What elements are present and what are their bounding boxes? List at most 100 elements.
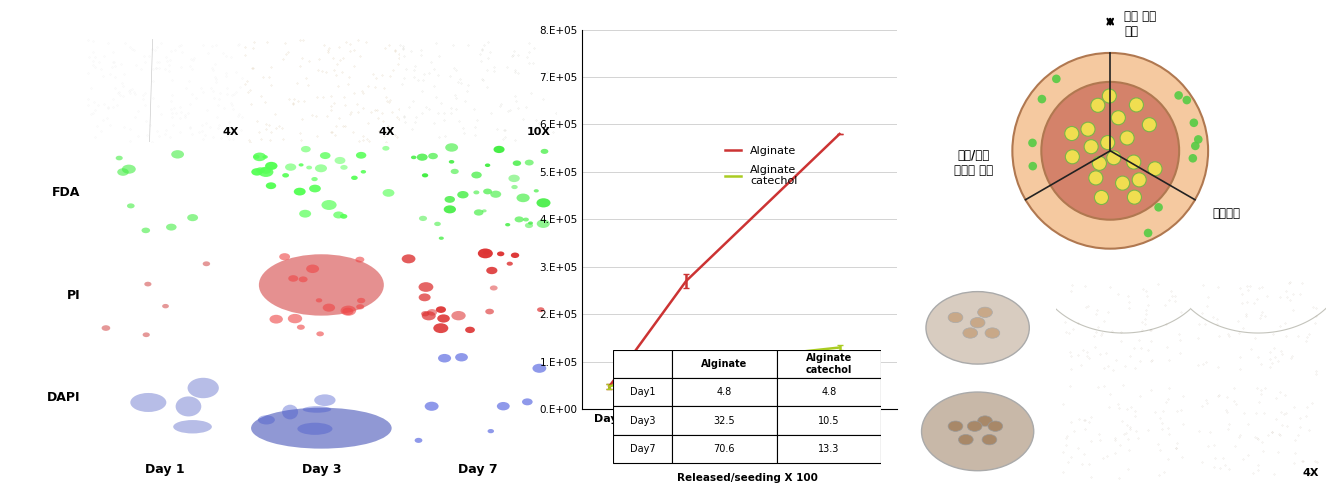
Circle shape — [340, 306, 356, 316]
Circle shape — [959, 434, 973, 445]
Circle shape — [301, 146, 311, 152]
Text: 4X: 4X — [1303, 468, 1319, 478]
Circle shape — [127, 204, 135, 209]
Circle shape — [988, 421, 1003, 431]
Circle shape — [1066, 150, 1079, 164]
Text: 4X: 4X — [222, 127, 238, 137]
Text: 10.5: 10.5 — [818, 416, 840, 425]
Circle shape — [1189, 118, 1198, 127]
Circle shape — [1012, 53, 1208, 248]
Circle shape — [490, 191, 501, 198]
Circle shape — [435, 306, 446, 313]
Circle shape — [487, 429, 494, 433]
Circle shape — [517, 194, 530, 202]
Circle shape — [311, 177, 317, 181]
Circle shape — [422, 311, 435, 320]
Text: 70.6: 70.6 — [714, 444, 735, 454]
Circle shape — [1101, 136, 1115, 149]
Circle shape — [1190, 141, 1200, 150]
Circle shape — [490, 285, 498, 290]
Circle shape — [449, 160, 454, 164]
Circle shape — [323, 304, 335, 312]
Circle shape — [288, 314, 303, 323]
Ellipse shape — [258, 254, 384, 316]
Circle shape — [511, 252, 520, 258]
Circle shape — [422, 173, 428, 177]
Circle shape — [1194, 135, 1202, 144]
Circle shape — [422, 311, 430, 317]
Circle shape — [358, 298, 366, 303]
Circle shape — [307, 166, 312, 170]
FancyBboxPatch shape — [613, 378, 672, 406]
Circle shape — [525, 160, 534, 166]
Circle shape — [299, 277, 308, 282]
Circle shape — [356, 152, 367, 159]
FancyBboxPatch shape — [613, 350, 672, 378]
Circle shape — [927, 291, 1030, 364]
Text: FDA: FDA — [52, 186, 80, 199]
Text: Day3: Day3 — [629, 416, 656, 425]
Circle shape — [505, 223, 510, 226]
Circle shape — [309, 185, 321, 192]
Circle shape — [541, 149, 549, 154]
Circle shape — [1174, 91, 1182, 100]
Circle shape — [478, 248, 493, 258]
Circle shape — [258, 167, 273, 177]
Circle shape — [451, 311, 466, 320]
Circle shape — [971, 317, 986, 328]
Circle shape — [494, 146, 505, 153]
FancyBboxPatch shape — [777, 435, 881, 463]
Circle shape — [419, 216, 427, 221]
Circle shape — [534, 189, 538, 192]
Circle shape — [455, 353, 467, 361]
Circle shape — [981, 434, 996, 445]
Text: 4.8: 4.8 — [821, 387, 837, 397]
Circle shape — [340, 165, 348, 170]
Circle shape — [122, 165, 135, 174]
Text: Day1: Day1 — [629, 387, 656, 397]
Circle shape — [1093, 156, 1106, 171]
Text: 13.3: 13.3 — [818, 444, 840, 454]
Circle shape — [383, 189, 395, 197]
Circle shape — [293, 188, 305, 196]
Text: 32.5: 32.5 — [714, 416, 735, 425]
Ellipse shape — [173, 420, 212, 433]
Circle shape — [1182, 96, 1192, 105]
Circle shape — [511, 185, 518, 189]
Circle shape — [340, 214, 347, 219]
Circle shape — [457, 191, 469, 198]
Text: Day7: Day7 — [629, 444, 656, 454]
Circle shape — [1121, 131, 1134, 145]
Circle shape — [142, 228, 150, 233]
FancyBboxPatch shape — [777, 350, 881, 378]
Circle shape — [299, 210, 311, 217]
Circle shape — [537, 198, 550, 208]
Circle shape — [171, 150, 183, 159]
Text: 10X: 10X — [528, 127, 552, 137]
Circle shape — [360, 170, 366, 174]
Circle shape — [1028, 139, 1036, 147]
Circle shape — [102, 325, 110, 331]
Circle shape — [513, 160, 521, 166]
Circle shape — [1127, 190, 1141, 204]
Legend: Alginate, Alginate
catechol: Alginate, Alginate catechol — [720, 141, 802, 191]
Circle shape — [316, 298, 323, 302]
Circle shape — [485, 164, 490, 167]
Circle shape — [297, 324, 305, 330]
Circle shape — [1154, 203, 1162, 211]
FancyBboxPatch shape — [672, 435, 777, 463]
Circle shape — [320, 152, 331, 159]
Text: Alginate
catechol: Alginate catechol — [806, 353, 852, 375]
Ellipse shape — [187, 378, 218, 398]
Circle shape — [1065, 127, 1079, 141]
Circle shape — [355, 257, 364, 263]
Circle shape — [118, 168, 129, 176]
Circle shape — [522, 398, 533, 405]
Circle shape — [343, 308, 353, 315]
Circle shape — [485, 309, 494, 315]
Circle shape — [509, 175, 520, 182]
Circle shape — [1111, 111, 1125, 125]
Text: Day 1: Day 1 — [146, 463, 185, 476]
Circle shape — [419, 282, 434, 292]
Circle shape — [434, 222, 441, 226]
